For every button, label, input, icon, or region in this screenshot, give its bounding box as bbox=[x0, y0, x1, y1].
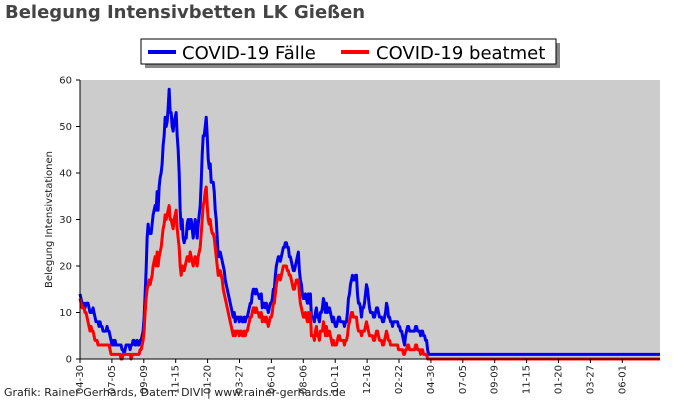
legend-label-2: COVID-19 beatmet bbox=[376, 43, 545, 64]
x-tick-label: 06-01 bbox=[266, 365, 277, 394]
x-tick-label: 10-11 bbox=[330, 365, 341, 394]
x-tick-label: 04-30 bbox=[75, 365, 86, 394]
x-tick-label: 11-15 bbox=[171, 365, 182, 394]
x-tick-label: 07-05 bbox=[458, 365, 469, 394]
y-tick-label: 50 bbox=[59, 122, 72, 133]
x-tick-label: 11-15 bbox=[522, 365, 533, 394]
x-tick-label: 09-09 bbox=[139, 365, 150, 394]
y-tick-label: 20 bbox=[59, 262, 72, 273]
series-line-1 bbox=[78, 87, 661, 356]
footer-credit: Grafik: Rainer Gerhards, Daten: DIVI | w… bbox=[4, 386, 346, 399]
y-axis-label: Belegung Intensivstationen bbox=[44, 151, 55, 288]
x-tick-label: 03-27 bbox=[585, 365, 596, 394]
y-tick-label: 60 bbox=[59, 76, 72, 87]
y-tick-label: 30 bbox=[59, 215, 72, 226]
x-tick-label: 12-16 bbox=[362, 365, 373, 394]
x-tick-label: 04-30 bbox=[426, 365, 437, 394]
legend: COVID-19 Fälle COVID-19 beatmet bbox=[140, 38, 560, 68]
x-tick-label: 06-01 bbox=[617, 365, 628, 394]
y-tick-label: 0 bbox=[66, 355, 72, 366]
x-tick-label: 08-06 bbox=[298, 365, 309, 394]
x-tick-label: 09-09 bbox=[490, 365, 501, 394]
y-tick-label: 10 bbox=[59, 308, 72, 319]
x-tick-label: 01-20 bbox=[203, 365, 214, 394]
y-tick-label: 40 bbox=[59, 169, 72, 180]
x-tick-label: 01-20 bbox=[554, 365, 565, 394]
legend-label-1: COVID-19 Fälle bbox=[182, 43, 316, 64]
x-tick-label: 07-05 bbox=[107, 365, 118, 394]
x-tick-label: 02-22 bbox=[394, 365, 405, 394]
x-tick-label: 03-27 bbox=[235, 365, 246, 394]
chart-title: Belegung Intensivbetten LK Gießen bbox=[5, 2, 366, 23]
